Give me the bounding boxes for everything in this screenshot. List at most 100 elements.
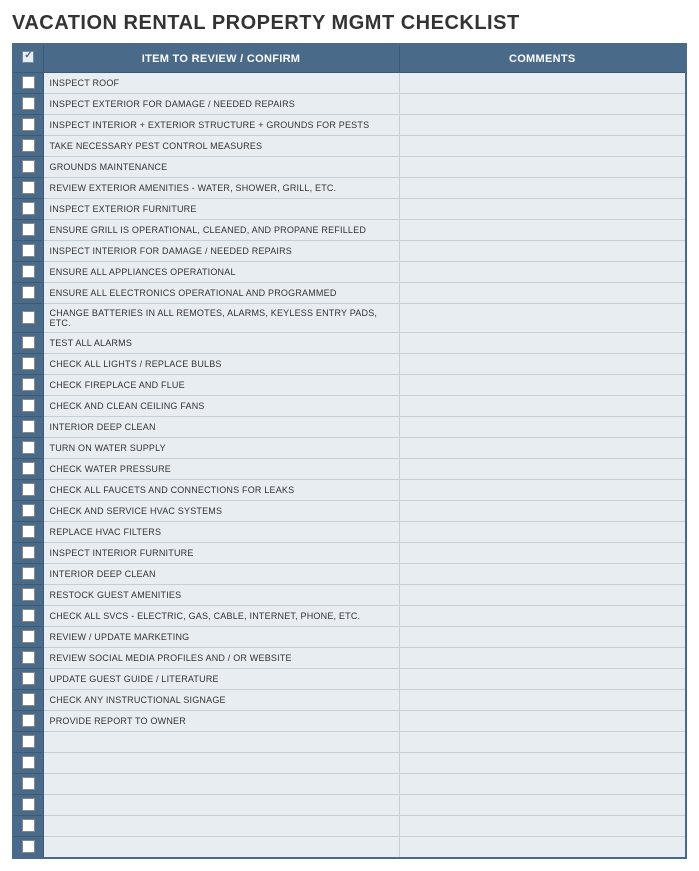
row-checkbox[interactable] xyxy=(22,118,35,131)
comment-cell[interactable] xyxy=(399,199,686,220)
row-checkbox[interactable] xyxy=(22,819,35,832)
checklist-table: ITEM TO REVIEW / CONFIRM COMMENTS INSPEC… xyxy=(12,43,687,859)
row-checkbox[interactable] xyxy=(22,588,35,601)
checkbox-cell xyxy=(13,94,43,115)
row-checkbox[interactable] xyxy=(22,798,35,811)
comment-cell[interactable] xyxy=(399,522,686,543)
row-checkbox[interactable] xyxy=(22,223,35,236)
row-checkbox[interactable] xyxy=(22,735,35,748)
row-checkbox[interactable] xyxy=(22,311,35,324)
comment-cell[interactable] xyxy=(399,241,686,262)
item-cell xyxy=(43,816,399,837)
comment-cell[interactable] xyxy=(399,94,686,115)
comment-cell[interactable] xyxy=(399,753,686,774)
row-checkbox[interactable] xyxy=(22,504,35,517)
row-checkbox[interactable] xyxy=(22,160,35,173)
checkbox-cell xyxy=(13,304,43,333)
comment-cell[interactable] xyxy=(399,837,686,858)
row-checkbox[interactable] xyxy=(22,525,35,538)
comment-cell[interactable] xyxy=(399,73,686,94)
row-checkbox[interactable] xyxy=(22,546,35,559)
table-row: CHECK ALL SVCS - ELECTRIC, GAS, CABLE, I… xyxy=(13,606,686,627)
row-checkbox[interactable] xyxy=(22,693,35,706)
checkbox-cell xyxy=(13,354,43,375)
row-checkbox[interactable] xyxy=(22,441,35,454)
checkbox-cell xyxy=(13,241,43,262)
comment-cell[interactable] xyxy=(399,396,686,417)
table-row: INTERIOR DEEP CLEAN xyxy=(13,564,686,585)
table-row: CHECK WATER PRESSURE xyxy=(13,459,686,480)
comment-cell[interactable] xyxy=(399,585,686,606)
row-checkbox[interactable] xyxy=(22,609,35,622)
row-checkbox[interactable] xyxy=(22,567,35,580)
table-row: CHECK ALL LIGHTS / REPLACE BULBS xyxy=(13,354,686,375)
header-item: ITEM TO REVIEW / CONFIRM xyxy=(43,44,399,73)
comment-cell[interactable] xyxy=(399,543,686,564)
comment-cell[interactable] xyxy=(399,459,686,480)
comment-cell[interactable] xyxy=(399,262,686,283)
row-checkbox[interactable] xyxy=(22,756,35,769)
row-checkbox[interactable] xyxy=(22,181,35,194)
table-row: REPLACE HVAC FILTERS xyxy=(13,522,686,543)
row-checkbox[interactable] xyxy=(22,265,35,278)
comment-cell[interactable] xyxy=(399,606,686,627)
comment-cell[interactable] xyxy=(399,220,686,241)
table-row: REVIEW SOCIAL MEDIA PROFILES AND / OR WE… xyxy=(13,648,686,669)
row-checkbox[interactable] xyxy=(22,462,35,475)
comment-cell[interactable] xyxy=(399,136,686,157)
row-checkbox[interactable] xyxy=(22,76,35,89)
row-checkbox[interactable] xyxy=(22,483,35,496)
row-checkbox[interactable] xyxy=(22,97,35,110)
checkbox-cell xyxy=(13,774,43,795)
row-checkbox[interactable] xyxy=(22,777,35,790)
item-cell: INSPECT EXTERIOR FURNITURE xyxy=(43,199,399,220)
check-all-icon[interactable] xyxy=(22,51,34,63)
checkbox-cell xyxy=(13,522,43,543)
comment-cell[interactable] xyxy=(399,774,686,795)
comment-cell[interactable] xyxy=(399,178,686,199)
row-checkbox[interactable] xyxy=(22,651,35,664)
row-checkbox[interactable] xyxy=(22,244,35,257)
comment-cell[interactable] xyxy=(399,333,686,354)
item-cell: INSPECT INTERIOR FOR DAMAGE / NEEDED REP… xyxy=(43,241,399,262)
comment-cell[interactable] xyxy=(399,438,686,459)
table-row: INSPECT EXTERIOR FURNITURE xyxy=(13,199,686,220)
table-row: CHECK AND CLEAN CEILING FANS xyxy=(13,396,686,417)
table-row xyxy=(13,837,686,858)
comment-cell[interactable] xyxy=(399,304,686,333)
comment-cell[interactable] xyxy=(399,648,686,669)
comment-cell[interactable] xyxy=(399,627,686,648)
row-checkbox[interactable] xyxy=(22,357,35,370)
comment-cell[interactable] xyxy=(399,354,686,375)
comment-cell[interactable] xyxy=(399,711,686,732)
row-checkbox[interactable] xyxy=(22,336,35,349)
item-cell: INTERIOR DEEP CLEAN xyxy=(43,417,399,438)
checkbox-cell xyxy=(13,115,43,136)
row-checkbox[interactable] xyxy=(22,714,35,727)
item-cell: INSPECT INTERIOR FURNITURE xyxy=(43,543,399,564)
comment-cell[interactable] xyxy=(399,417,686,438)
comment-cell[interactable] xyxy=(399,816,686,837)
row-checkbox[interactable] xyxy=(22,139,35,152)
comment-cell[interactable] xyxy=(399,115,686,136)
comment-cell[interactable] xyxy=(399,283,686,304)
comment-cell[interactable] xyxy=(399,564,686,585)
comment-cell[interactable] xyxy=(399,375,686,396)
row-checkbox[interactable] xyxy=(22,286,35,299)
row-checkbox[interactable] xyxy=(22,420,35,433)
row-checkbox[interactable] xyxy=(22,202,35,215)
comment-cell[interactable] xyxy=(399,157,686,178)
comment-cell[interactable] xyxy=(399,795,686,816)
comment-cell[interactable] xyxy=(399,690,686,711)
comment-cell[interactable] xyxy=(399,480,686,501)
comment-cell[interactable] xyxy=(399,732,686,753)
row-checkbox[interactable] xyxy=(22,840,35,853)
row-checkbox[interactable] xyxy=(22,672,35,685)
row-checkbox[interactable] xyxy=(22,378,35,391)
row-checkbox[interactable] xyxy=(22,399,35,412)
item-cell: REVIEW SOCIAL MEDIA PROFILES AND / OR WE… xyxy=(43,648,399,669)
checkbox-cell xyxy=(13,711,43,732)
comment-cell[interactable] xyxy=(399,669,686,690)
comment-cell[interactable] xyxy=(399,501,686,522)
row-checkbox[interactable] xyxy=(22,630,35,643)
